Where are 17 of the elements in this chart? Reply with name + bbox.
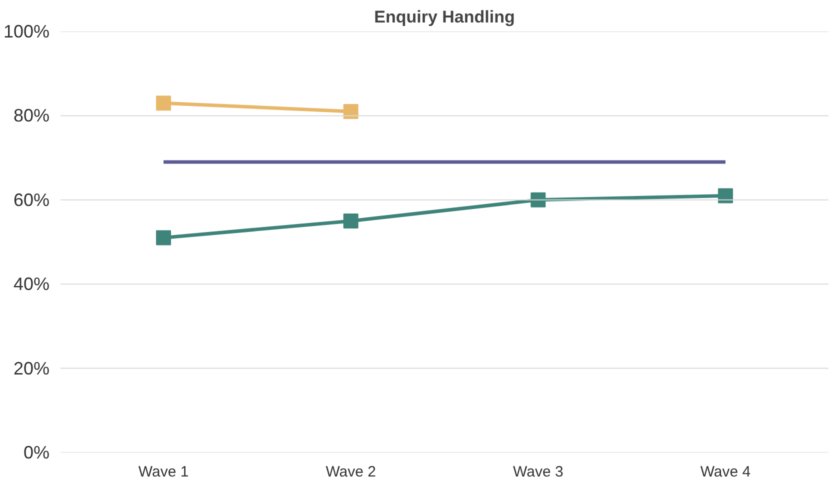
x-tick-label: Wave 1 (138, 464, 189, 480)
point (156, 230, 172, 246)
y-tick-label: 60% (13, 190, 50, 210)
x-tick-label: Wave 2 (326, 464, 376, 480)
x-tick-label: Wave 3 (513, 464, 564, 480)
point (718, 188, 733, 204)
point (343, 104, 358, 119)
y-tick-label: 0% (23, 442, 50, 462)
point (530, 192, 546, 208)
point (343, 213, 358, 228)
chart-title: Enquiry Handling (374, 8, 515, 26)
y-tick-label: 20% (13, 358, 50, 378)
x-tick-label: Wave 4 (700, 464, 751, 480)
y-tick-label: 40% (13, 274, 50, 294)
y-tick-label: 100% (3, 22, 50, 42)
y-tick-label: 80% (13, 106, 50, 126)
point (156, 96, 172, 111)
